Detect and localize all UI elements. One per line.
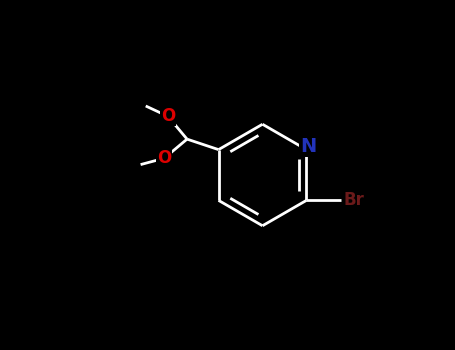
Text: Br: Br (343, 191, 364, 209)
Text: N: N (300, 137, 316, 156)
Text: O: O (157, 149, 172, 167)
Text: O: O (161, 107, 175, 125)
